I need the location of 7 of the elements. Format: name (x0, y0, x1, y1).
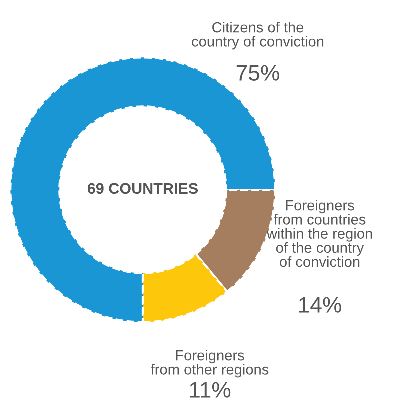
slice-label: Foreigners from other regions (151, 350, 269, 378)
text: 69 COUNTRIES (88, 183, 198, 194)
data-label: 11% (190, 382, 231, 398)
data-label: 75% (236, 65, 280, 81)
data-label: 14% (299, 297, 342, 313)
slice-label: Foreigners from countries within the region of the country of conviction (266, 200, 372, 268)
slice-label: Citizens of the country of conviction (192, 22, 324, 50)
